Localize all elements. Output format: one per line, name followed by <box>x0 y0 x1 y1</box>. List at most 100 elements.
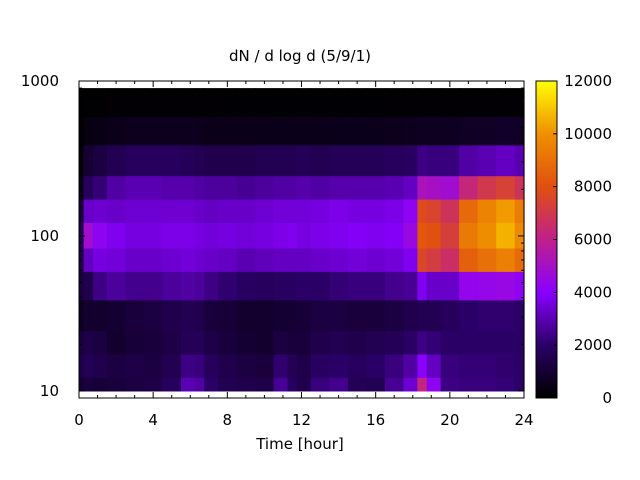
heatmap-cell <box>477 96 497 117</box>
heatmap-cell <box>477 271 497 301</box>
heatmap-cell <box>92 271 108 301</box>
heatmap-cell <box>287 299 298 332</box>
heatmap-cell <box>143 175 163 200</box>
heatmap-cell <box>496 144 516 177</box>
heatmap-cell <box>366 299 386 332</box>
x-axis-label: Time [hour] <box>255 435 344 453</box>
heatmap-cell <box>83 377 94 392</box>
heatmap-cell <box>255 116 275 146</box>
heatmap-cell <box>162 353 182 378</box>
heatmap-cell <box>384 88 404 98</box>
heatmap-cell <box>366 377 386 392</box>
heatmap-cell <box>426 248 442 272</box>
heatmap-cell <box>236 330 256 355</box>
heatmap-cell <box>347 96 367 117</box>
heatmap-cell <box>417 330 428 355</box>
heatmap-cell <box>162 199 182 223</box>
heatmap-cell <box>514 377 525 392</box>
heatmap-cell <box>329 330 349 355</box>
heatmap-cell <box>236 222 256 249</box>
heatmap-cell <box>310 222 330 249</box>
heatmap-cell <box>79 353 85 378</box>
heatmap-cell <box>162 116 182 146</box>
colorbar-tick-label: 4000 <box>574 283 612 301</box>
heatmap-cell <box>125 377 145 392</box>
heatmap-cell <box>181 222 196 249</box>
heatmap-cell <box>194 116 205 146</box>
heatmap-cell <box>426 222 442 249</box>
heatmap-cell <box>347 116 367 146</box>
heatmap-cell <box>194 377 205 392</box>
heatmap-cell <box>194 271 205 301</box>
heatmap-cell <box>181 271 196 301</box>
heatmap-cell <box>496 222 516 249</box>
heatmap-cell <box>403 248 418 272</box>
heatmap-cell <box>106 96 126 117</box>
heatmap-cell <box>218 353 238 378</box>
heatmap-cell <box>181 116 196 146</box>
heatmap-cell <box>496 96 516 117</box>
heatmap-cell <box>459 175 479 200</box>
heatmap-cell <box>347 271 367 301</box>
heatmap-cell <box>296 175 312 200</box>
heatmap-cell <box>125 330 145 355</box>
heatmap-cell <box>79 116 85 146</box>
heatmap-cell <box>83 248 94 272</box>
heatmap-cell <box>255 330 275 355</box>
heatmap-cell <box>218 199 238 223</box>
heatmap-cell <box>459 248 479 272</box>
heatmap-cell <box>296 271 312 301</box>
heatmap-cell <box>162 175 182 200</box>
heatmap-cell <box>296 88 312 98</box>
heatmap-layer <box>79 88 525 392</box>
heatmap-cell <box>287 330 298 355</box>
heatmap-cell <box>273 330 289 355</box>
heatmap-cell <box>255 175 275 200</box>
heatmap-cell <box>514 353 525 378</box>
heatmap-cell <box>384 116 404 146</box>
heatmap-cell <box>296 248 312 272</box>
heatmap-cell <box>194 248 205 272</box>
heatmap-cell <box>83 353 94 378</box>
heatmap-cell <box>79 175 85 200</box>
heatmap-cell <box>477 175 497 200</box>
heatmap-cell <box>194 199 205 223</box>
x-tick-label: 12 <box>292 411 311 429</box>
heatmap-cell <box>125 175 145 200</box>
heatmap-cell <box>440 144 460 177</box>
heatmap-cell <box>329 144 349 177</box>
heatmap-cell <box>106 199 126 223</box>
heatmap-cell <box>459 88 479 98</box>
x-tick-label: 0 <box>74 411 84 429</box>
heatmap-cell <box>366 144 386 177</box>
heatmap-cell <box>329 377 349 392</box>
heatmap-cell <box>296 353 312 378</box>
heatmap-cell <box>417 377 428 392</box>
heatmap-cell <box>347 222 367 249</box>
heatmap-cell <box>296 116 312 146</box>
heatmap-cell <box>106 353 126 378</box>
heatmap-cell <box>477 377 497 392</box>
heatmap-cell <box>236 88 256 98</box>
colorbar-tick-label: 6000 <box>574 231 612 249</box>
heatmap-cell <box>92 175 108 200</box>
heatmap-cell <box>514 271 525 301</box>
heatmap-cell <box>366 222 386 249</box>
heatmap-cell <box>440 88 460 98</box>
heatmap-cell <box>106 88 126 98</box>
heatmap-cell <box>403 330 418 355</box>
heatmap-cell <box>514 199 525 223</box>
heatmap-cell <box>403 116 418 146</box>
heatmap-cell <box>417 353 428 378</box>
colorbar-ticks: 0 2000 4000 6000 8000 10000 12000 <box>553 72 612 407</box>
heatmap-cell <box>273 144 289 177</box>
heatmap-cell <box>417 199 428 223</box>
heatmap-cell <box>83 299 94 332</box>
heatmap-cell <box>440 222 460 249</box>
heatmap-cell <box>194 88 205 98</box>
heatmap-cell <box>162 248 182 272</box>
heatmap-cell <box>459 222 479 249</box>
heatmap-cell <box>204 299 219 332</box>
heatmap-cell <box>92 222 108 249</box>
heatmap-cell <box>440 199 460 223</box>
